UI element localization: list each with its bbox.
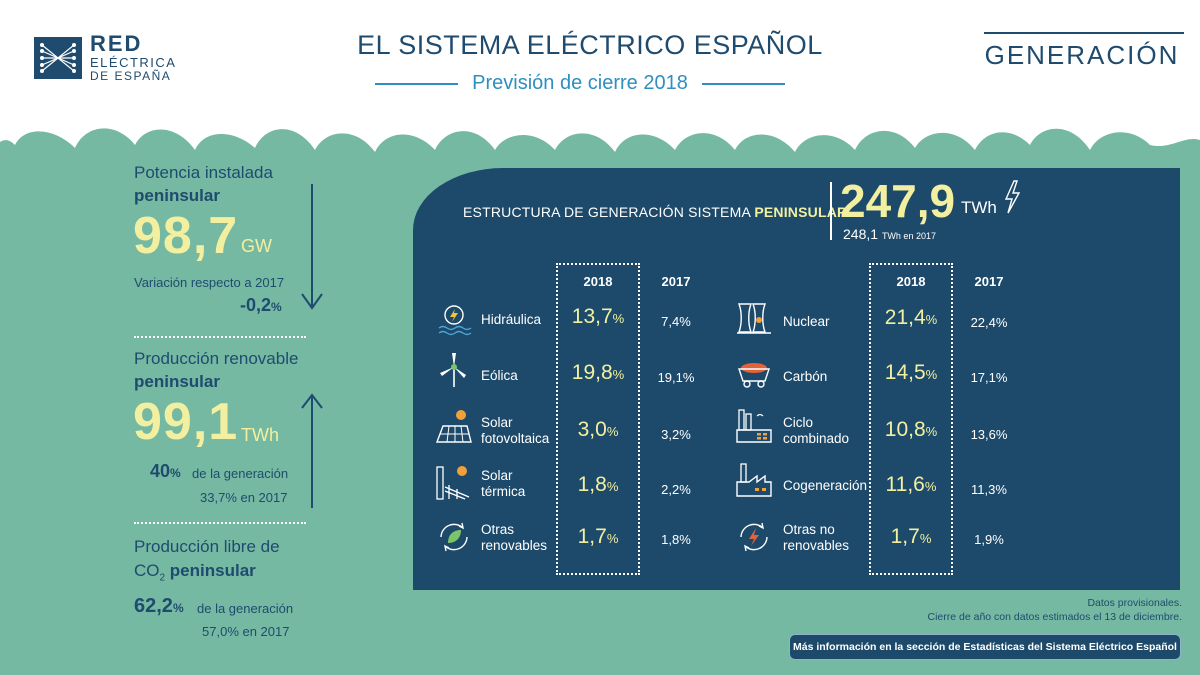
value-2017-otras-renovables: 1,8% — [661, 532, 691, 547]
section-rule — [984, 32, 1184, 34]
bolt-cycle-icon — [740, 522, 768, 552]
logo-line-1: RED — [90, 31, 143, 56]
value-2018-solar-fotovoltaica: 3,0% — [577, 418, 619, 441]
value-2018-cogeneracion: 11,6% — [885, 473, 937, 496]
value-2017-cogeneracion: 11,3% — [971, 482, 1007, 497]
right-col-2018: 2018 — [896, 274, 926, 289]
row-label-ciclo-combinado: Ciclo combinado — [783, 415, 850, 446]
co2-label-peninsular: CO2 peninsular — [134, 561, 256, 584]
total-unit: TWh — [961, 198, 997, 217]
arrow-up-icon — [301, 393, 323, 508]
renovable-prev: 33,7% en 2017 — [200, 490, 288, 505]
row-label-solar-fotovoltaica: Solar fotovoltaica — [481, 415, 550, 446]
total-prev: 248,1 TWh en 2017 — [843, 226, 936, 242]
value-2017-otras-no-renovables: 1,9% — [974, 532, 1004, 547]
renovable-label-peninsular: peninsular — [134, 372, 220, 391]
cloud-header-background — [0, 0, 1200, 152]
leaf-cycle-icon — [440, 522, 468, 552]
total-value: 247,9 — [840, 175, 956, 227]
value-2018-otras-no-renovables: 1,7% — [890, 525, 932, 548]
renovable-value: 99,1 — [133, 393, 239, 451]
value-2018-eolica: 19,8% — [571, 361, 625, 384]
combined-cycle-icon — [736, 409, 772, 443]
logo-line-3: DE ESPAÑA — [90, 69, 172, 83]
generation-structure-panel: ESTRUCTURA DE GENERACIÓN SISTEMA PENINSU… — [413, 168, 1180, 590]
row-label-solar-termica: Solar térmica — [481, 468, 526, 499]
note-closing-date: Cierre de año con datos estimados el 13 … — [927, 611, 1182, 623]
hydro-icon — [438, 305, 472, 336]
logo-line-2: ELÉCTRICA — [90, 55, 177, 70]
value-2017-nuclear: 22,4% — [970, 315, 1008, 330]
row-label-otras-no-renovables: Otras no renovables — [783, 522, 850, 553]
value-2018-nuclear: 21,4% — [884, 306, 938, 329]
left-2018-highlight — [556, 263, 640, 575]
total-divider — [830, 182, 832, 240]
factory-icon — [736, 463, 772, 497]
lightning-bolt-icon — [1004, 180, 1021, 214]
right-col-2017: 2017 — [974, 274, 1004, 289]
value-2018-hidraulica: 13,7% — [571, 305, 625, 328]
renovable-share: 40% — [150, 461, 181, 481]
renovable-share-text: de la generación — [192, 466, 289, 481]
value-2017-solar-fotovoltaica: 3,2% — [661, 427, 691, 442]
row-label-nuclear: Nuclear — [783, 314, 830, 329]
co2-label: Producción libre de — [134, 537, 280, 556]
solar-panel-icon — [435, 410, 472, 443]
left-col-2017: 2017 — [661, 274, 691, 289]
row-label-eolica: Eólica — [481, 368, 518, 383]
value-2017-ciclo-combinado: 13,6% — [970, 427, 1008, 442]
subtitle-row: Previsión de cierre 2018 — [375, 72, 785, 95]
row-label-otras-renovables: Otras renovables — [481, 522, 548, 553]
left-col-2018: 2018 — [583, 274, 613, 289]
divider-1 — [134, 336, 306, 338]
more-info-button[interactable]: Más información en la sección de Estadís… — [789, 634, 1181, 660]
renovable-label: Producción renovable — [134, 349, 299, 368]
value-2017-carbon: 17,1% — [970, 370, 1008, 385]
potencia-unit: GW — [241, 236, 272, 256]
arrow-down-icon — [301, 184, 323, 310]
note-provisional: Datos provisionales. — [1087, 597, 1182, 609]
row-label-cogeneracion: Cogeneración — [783, 478, 868, 493]
value-2018-ciclo-combinado: 10,8% — [884, 418, 938, 441]
potencia-label-peninsular: peninsular — [134, 186, 220, 205]
renovable-unit: TWh — [241, 425, 279, 445]
logo-mark-icon — [34, 36, 82, 79]
potencia-value: 98,7 — [133, 207, 239, 265]
value-2017-hidraulica: 7,4% — [661, 314, 691, 329]
co2-share: 62,2% — [134, 595, 184, 617]
row-label-hidraulica: Hidráulica — [481, 312, 542, 327]
value-2018-carbon: 14,5% — [884, 361, 938, 384]
panel-title: ESTRUCTURA DE GENERACIÓN SISTEMA PENINSU… — [463, 204, 848, 220]
page-title: EL SISTEMA ELÉCTRICO ESPAÑOL — [357, 30, 823, 60]
row-label-carbon: Carbón — [783, 369, 828, 384]
provisional-notes: Datos provisionales. Cierre de año con d… — [928, 596, 1182, 624]
section-title: GENERACIÓN — [984, 40, 1180, 70]
subtitle-right-rule — [701, 82, 785, 85]
value-2018-otras-renovables: 1,7% — [577, 525, 619, 548]
co2-prev: 57,0% en 2017 — [202, 624, 290, 639]
value-2017-eolica: 19,1% — [657, 370, 695, 385]
potencia-label: Potencia instalada — [134, 163, 273, 182]
coal-cart-icon — [738, 363, 770, 388]
potencia-variation-value: -0,2% — [240, 295, 282, 315]
value-2017-solar-termica: 2,2% — [661, 482, 691, 497]
co2-share-text: de la generación — [197, 601, 294, 616]
right-2018-highlight — [869, 263, 953, 575]
potencia-variation-label: Variación respecto a 2017 — [134, 275, 285, 290]
page-subtitle: Previsión de cierre 2018 — [472, 72, 688, 94]
nuclear-plant-icon — [737, 303, 771, 334]
subtitle-left-rule — [375, 82, 459, 85]
divider-2 — [134, 522, 306, 524]
wind-turbine-icon — [440, 353, 466, 387]
solar-thermal-icon — [436, 466, 470, 500]
value-2018-solar-termica: 1,8% — [577, 473, 619, 496]
red-electrica-logo: RED ELÉCTRICA DE ESPAÑA — [34, 33, 176, 82]
